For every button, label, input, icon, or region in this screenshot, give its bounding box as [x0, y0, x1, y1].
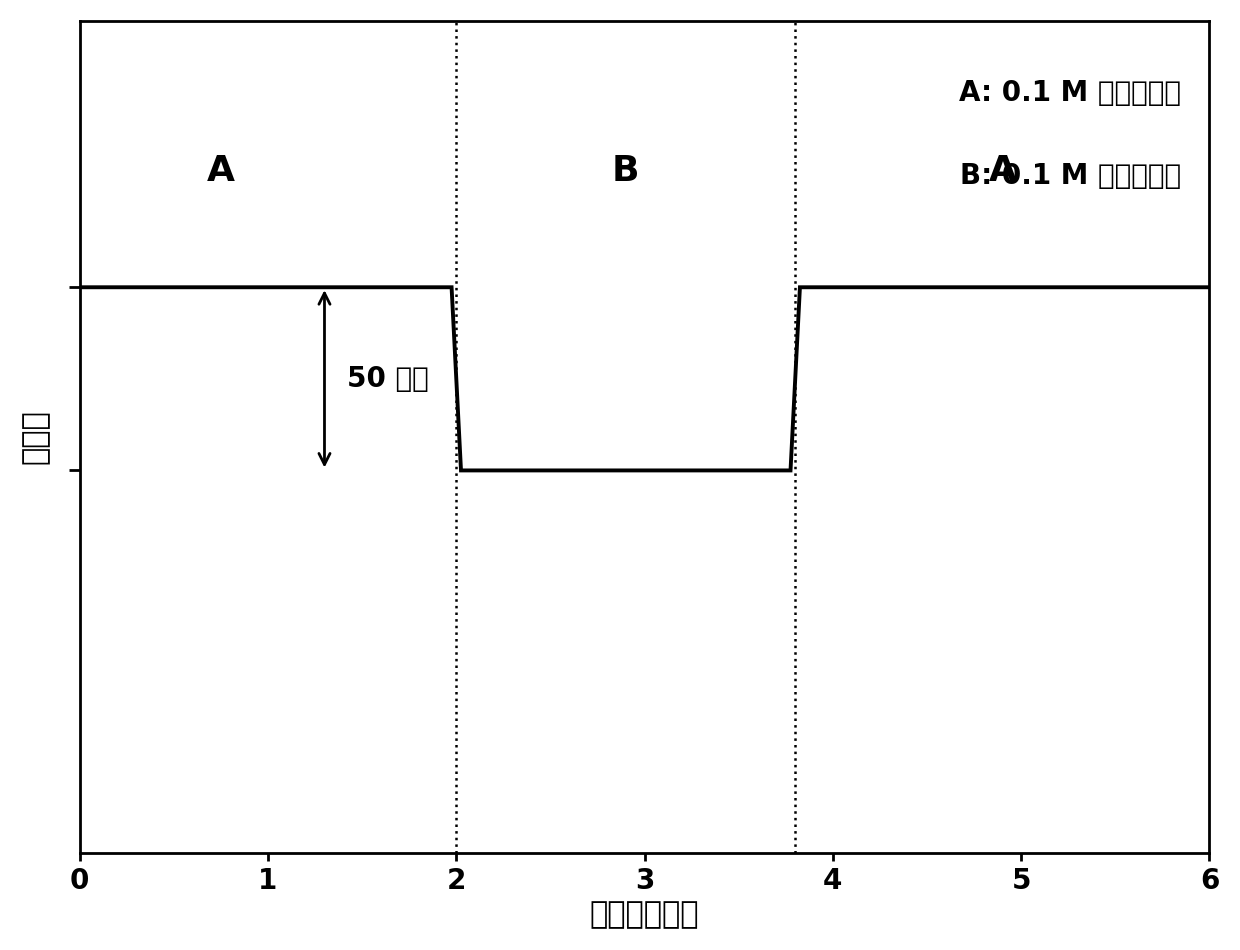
Y-axis label: 电位値: 电位値 — [21, 409, 50, 465]
Text: 50 毫伏: 50 毫伏 — [347, 365, 429, 393]
Text: B: 0.1 M 氯化钓溶液: B: 0.1 M 氯化钓溶液 — [960, 162, 1182, 190]
X-axis label: 时间（小时）: 时间（小时） — [590, 901, 699, 929]
Text: A: A — [207, 154, 234, 188]
Text: A: A — [988, 154, 1017, 188]
Text: B: B — [613, 154, 640, 188]
Text: A: 0.1 M 氯化鈴溶液: A: 0.1 M 氯化鈴溶液 — [960, 79, 1182, 107]
